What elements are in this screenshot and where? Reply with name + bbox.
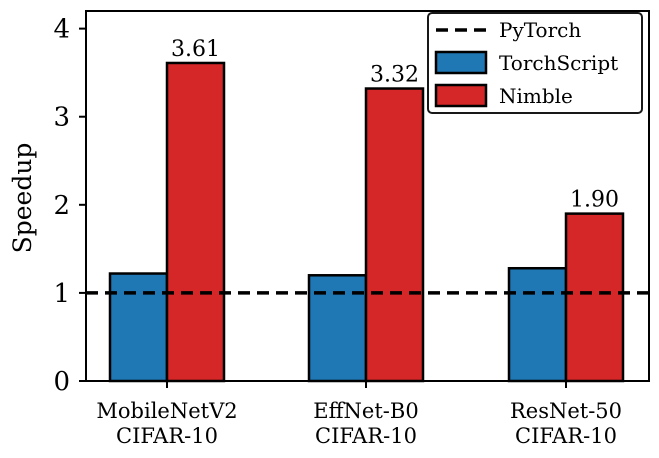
plot-frame [85,10,650,382]
y-axis-label: Speedup [8,143,37,254]
bar-torchscript-0 [108,272,169,383]
y-tick-label-2: 2 [53,191,70,221]
data-label-1: 3.32 [370,63,419,88]
x-tick-label-2-0: ResNet-50 [510,399,622,423]
bar-nimble-1 [364,87,425,383]
bar-torchscript-2 [507,266,568,383]
data-label-0: 3.61 [171,37,220,62]
y-tick-label-3: 3 [53,103,70,133]
legend-swatch-torchscript [434,50,488,75]
legend-label-nimble: Nimble [499,84,573,108]
legend-label-torchscript: TorchScript [499,51,618,75]
bar-nimble-0 [165,61,226,383]
x-tick-label-2-1: CIFAR-10 [515,424,617,448]
x-tick-label-1-1: CIFAR-10 [315,424,417,448]
y-tick-label-1: 1 [53,279,70,309]
x-tick-label-1-0: EffNet-B0 [313,399,418,423]
legend-label-pytorch: PyTorch [499,18,581,42]
bar-nimble-2 [564,212,625,383]
x-tick-label-0-0: MobileNetV2 [96,399,237,423]
bar-torchscript-1 [307,274,368,383]
data-label-2: 1.90 [570,188,619,213]
legend-swatch-nimble [434,83,488,108]
y-tick-label-0: 0 [53,367,70,397]
x-tick-label-0-1: CIFAR-10 [116,424,218,448]
y-tick-label-4: 4 [53,15,70,45]
